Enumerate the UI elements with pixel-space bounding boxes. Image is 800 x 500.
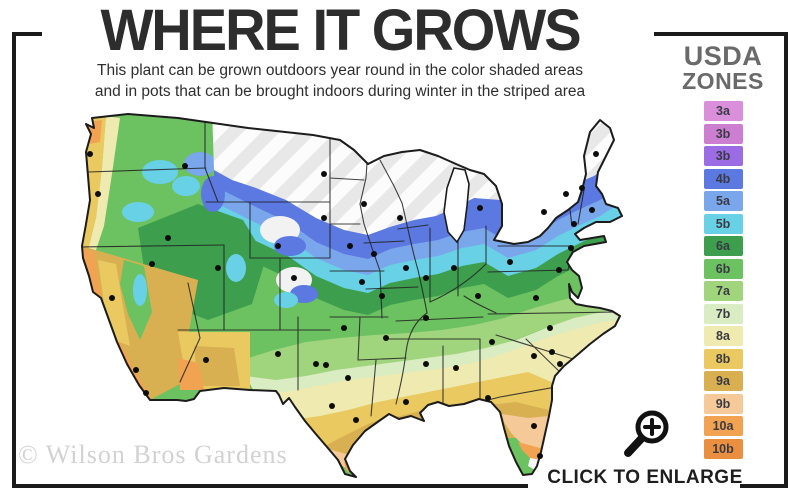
frame-bottom-right-segment [740,484,788,488]
frame-top-right [654,32,788,36]
usda-zone-map [81,113,623,478]
header: WHERE IT GROWS This plant can be grown o… [25,0,655,102]
zone-chip-10a: 10a [703,416,743,436]
zone-chip-7a: 7a [703,281,743,301]
legend-title-zones: ZONES [682,68,764,94]
lake-michigan [443,167,470,244]
zone-chip-5b: 5b [703,213,743,234]
zone-chip-4b: 4b [703,168,743,189]
zone-chip-8b: 8b [703,348,743,369]
frame-top-left [12,32,42,36]
magnifier-zoom-icon[interactable] [614,408,676,460]
zone-chip-3b: 3b [703,146,743,166]
frame-left [12,32,16,488]
zone-chip-9b: 9b [703,393,743,414]
watermark: © Wilson Bros Gardens [18,440,288,469]
zone-chip-7b: 7b [703,303,743,324]
click-to-enlarge-label[interactable]: CLICK TO ENLARGE [547,467,743,488]
zone-chip-3b: 3b [703,123,743,144]
usda-zones-legend: USDA ZONES 3a 3b 3b 4b 5a 5b 6a 6b 7a 7b 8a 8b 9a 9b 1… [660,41,786,459]
zone-chip-3a: 3a [703,101,743,121]
state-borders [82,115,619,417]
subtitle-line-2: and in pots that can be brought indoors … [94,83,586,100]
city-dots [87,151,599,459]
zone-list: 3a 3b 3b 4b 5a 5b 6a 6b 7a 7b 8a 8b 9a 9b 10a 10b [660,101,786,459]
page-title: WHERE IT GROWS [100,0,581,63]
click-to-enlarge-control[interactable]: CLICK TO ENLARGE [540,408,750,489]
frame-right [784,32,788,488]
zone-chip-5a: 5a [703,191,743,211]
zone-chip-8a: 8a [703,326,743,346]
zone-chip-6a: 6a [703,236,743,256]
legend-title-usda: USDA [683,41,763,71]
zone-chip-9a: 9a [703,371,743,391]
zone-chip-6b: 6b [703,258,743,279]
frame-bottom-left-segment [12,484,528,488]
zone-chip-10b: 10b [703,438,743,459]
subtitle-line-1: This plant can be grown outdoors year ro… [97,62,583,79]
